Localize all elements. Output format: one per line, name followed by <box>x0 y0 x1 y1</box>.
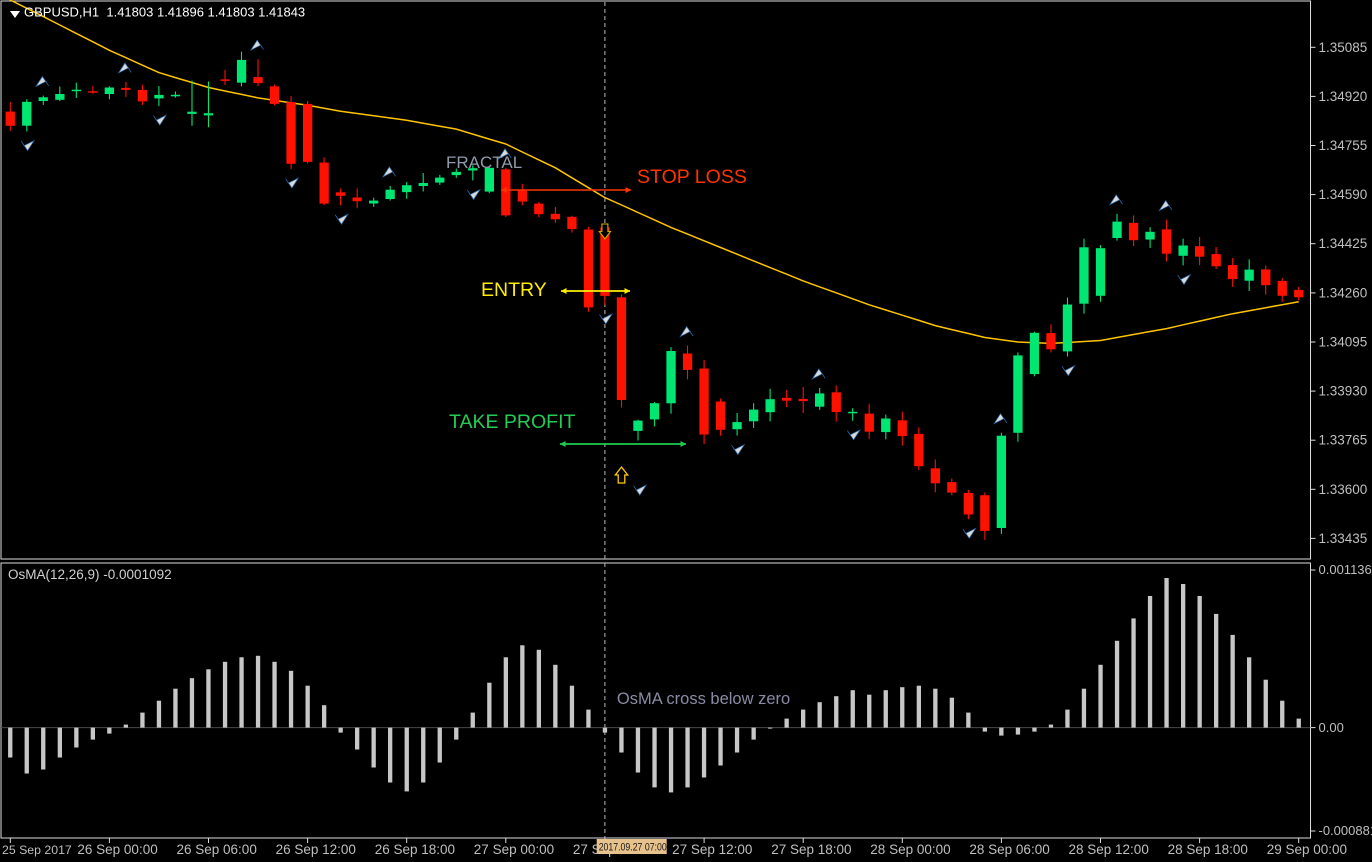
svg-text:26 Sep 00:00: 26 Sep 00:00 <box>77 842 157 857</box>
svg-text:28 Sep 00:00: 28 Sep 00:00 <box>870 842 950 857</box>
svg-text:0.00: 0.00 <box>1319 720 1344 735</box>
svg-text:28 Sep 18:00: 28 Sep 18:00 <box>1168 842 1248 857</box>
svg-text:1.33930: 1.33930 <box>1319 384 1368 399</box>
svg-text:26 Sep 12:00: 26 Sep 12:00 <box>276 842 356 857</box>
svg-text:1.34920: 1.34920 <box>1319 89 1368 104</box>
svg-text:GBPUSD,H1 1.41803 1.41896 1.4: GBPUSD,H1 1.41803 1.41896 1.41803 1.4184… <box>24 5 305 20</box>
svg-text:1.33435: 1.33435 <box>1319 531 1368 546</box>
svg-text:1.34425: 1.34425 <box>1319 236 1368 251</box>
svg-text:1.35085: 1.35085 <box>1319 40 1368 55</box>
svg-text:2017.09.27 07:00: 2017.09.27 07:00 <box>599 842 667 854</box>
svg-text:27 Sep 12:00: 27 Sep 12:00 <box>672 842 752 857</box>
svg-text:1.33600: 1.33600 <box>1319 482 1368 497</box>
svg-text:-0.000881: -0.000881 <box>1319 823 1372 838</box>
svg-text:1.34755: 1.34755 <box>1319 138 1368 153</box>
svg-text:1.34260: 1.34260 <box>1319 285 1368 300</box>
svg-text:1.34590: 1.34590 <box>1319 187 1368 202</box>
svg-text:26 Sep 06:00: 26 Sep 06:00 <box>177 842 257 857</box>
svg-text:0.0011369: 0.0011369 <box>1319 562 1372 577</box>
svg-text:STOP LOSS: STOP LOSS <box>637 166 747 188</box>
svg-text:1.33765: 1.33765 <box>1319 433 1368 448</box>
svg-text:OsMA(12,26,9) -0.0001092: OsMA(12,26,9) -0.0001092 <box>8 567 172 582</box>
svg-text:FRACTAL: FRACTAL <box>446 153 522 172</box>
svg-text:27 Sep 18:00: 27 Sep 18:00 <box>771 842 851 857</box>
svg-text:29 Sep 00:00: 29 Sep 00:00 <box>1267 842 1347 857</box>
svg-text:28 Sep 12:00: 28 Sep 12:00 <box>1069 842 1149 857</box>
svg-text:26 Sep 18:00: 26 Sep 18:00 <box>375 842 455 857</box>
svg-text:27 Sep 00:00: 27 Sep 00:00 <box>474 842 554 857</box>
svg-text:25 Sep 2017: 25 Sep 2017 <box>2 843 72 857</box>
svg-text:ENTRY: ENTRY <box>481 279 547 301</box>
svg-text:28 Sep 06:00: 28 Sep 06:00 <box>969 842 1049 857</box>
svg-text:OsMA cross below zero: OsMA cross below zero <box>617 690 790 708</box>
svg-text:TAKE PROFIT: TAKE PROFIT <box>449 411 575 433</box>
svg-text:1.34095: 1.34095 <box>1319 335 1368 350</box>
